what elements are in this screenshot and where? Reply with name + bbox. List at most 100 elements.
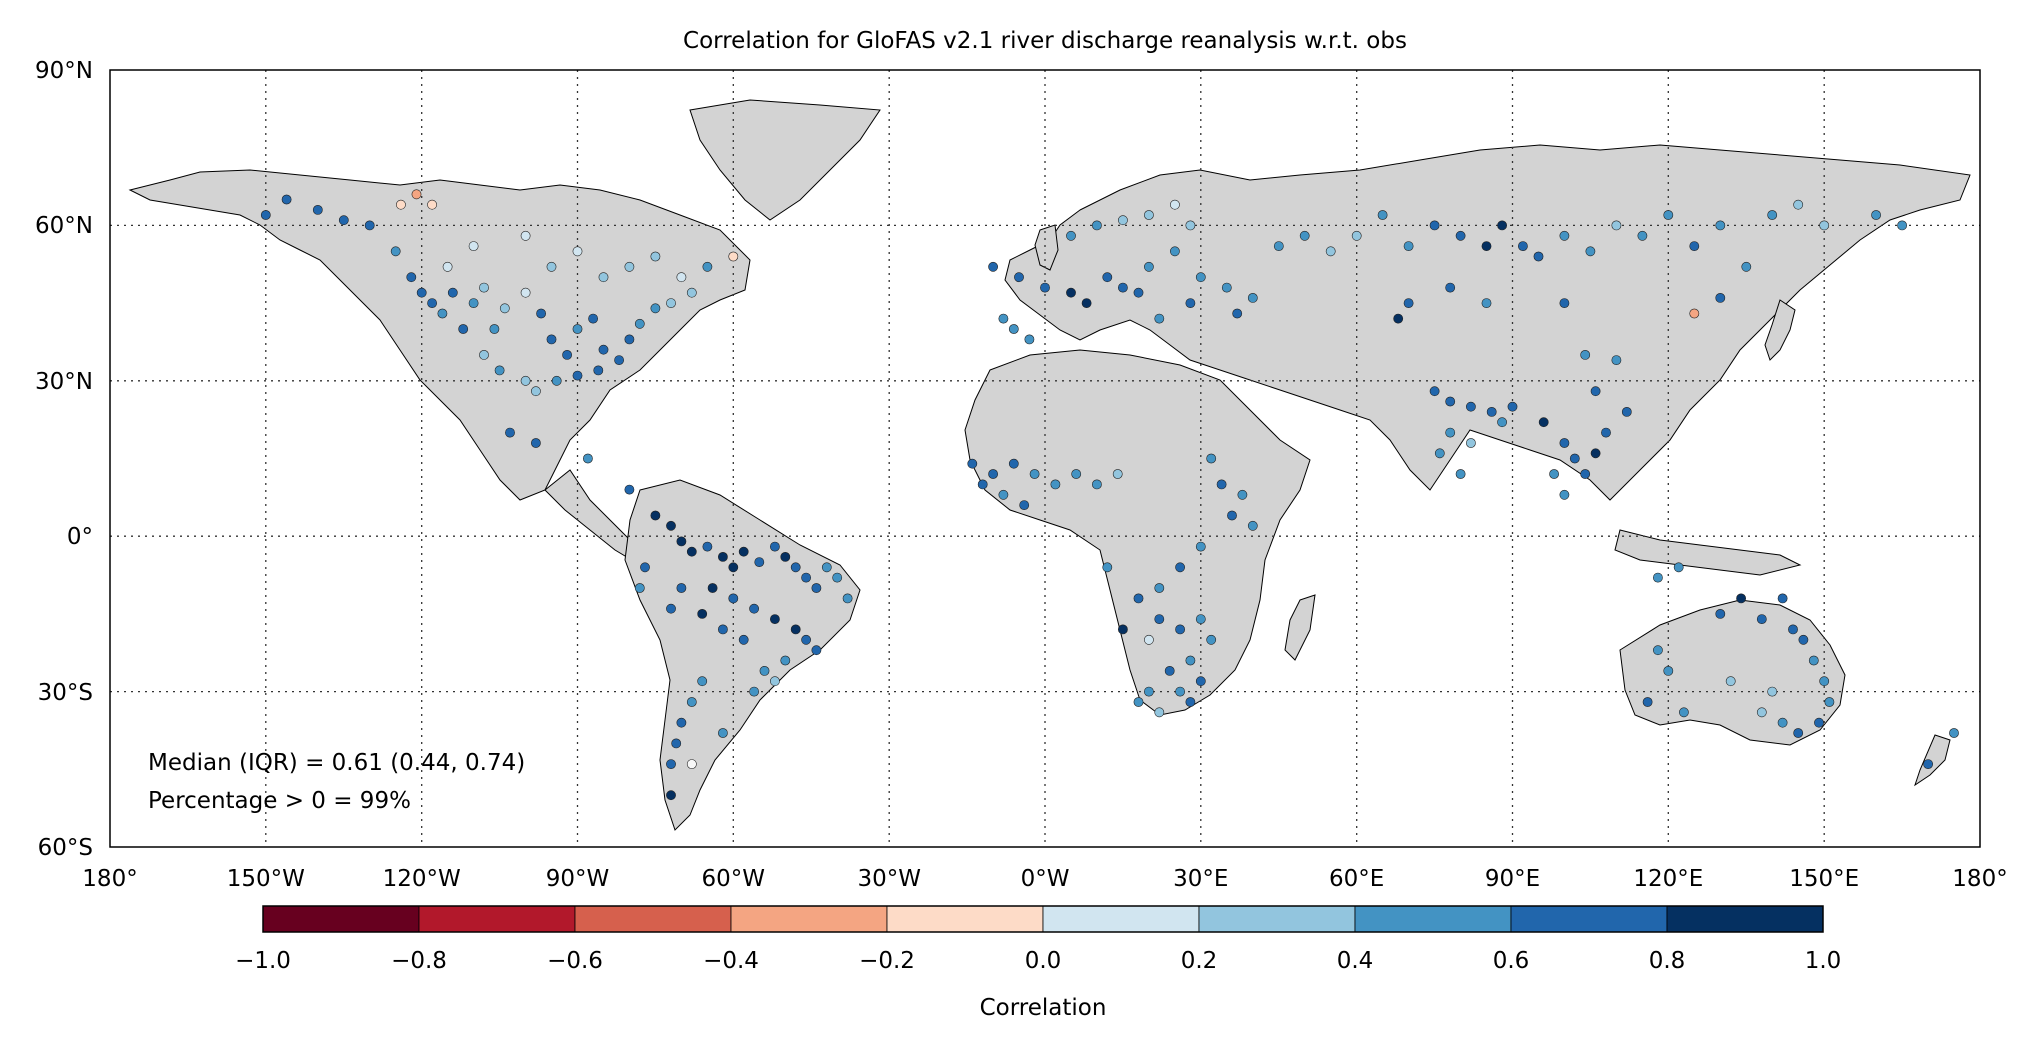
- station-marker: [1008, 458, 1019, 469]
- station-marker: [718, 552, 728, 562]
- station-marker: [1071, 469, 1082, 479]
- station-marker: [1434, 448, 1445, 459]
- station-marker: [1221, 282, 1232, 293]
- station-marker: [499, 303, 510, 314]
- station-marker: [1066, 230, 1076, 241]
- station-marker: [1673, 562, 1684, 573]
- station-marker: [1679, 707, 1689, 718]
- station-marker: [1014, 272, 1024, 283]
- land-australia: [1619, 599, 1846, 746]
- station-marker: [1403, 241, 1414, 251]
- station-marker: [583, 453, 593, 464]
- station-marker: [1445, 396, 1456, 407]
- station-marker: [1154, 583, 1165, 593]
- land-masses: [128, 99, 1971, 831]
- station-marker: [1008, 324, 1019, 334]
- station-marker: [1195, 676, 1206, 687]
- station-marker: [1715, 292, 1726, 303]
- station-marker: [338, 215, 349, 226]
- station-marker: [790, 562, 801, 573]
- station-markers: [260, 189, 1959, 801]
- lon-tick-label: 150°E: [1789, 866, 1859, 892]
- station-marker: [1112, 469, 1123, 479]
- station-marker: [1133, 287, 1144, 298]
- station-marker: [1118, 282, 1128, 293]
- station-marker: [572, 324, 583, 334]
- station-marker: [1824, 697, 1835, 707]
- station-marker: [458, 324, 469, 334]
- lon-tick-label: 90°W: [546, 866, 610, 892]
- station-marker: [1569, 453, 1580, 464]
- station-marker: [624, 334, 635, 345]
- station-marker: [598, 272, 609, 283]
- station-marker: [520, 375, 531, 386]
- station-marker: [1185, 298, 1196, 308]
- station-marker: [468, 241, 479, 251]
- station-marker: [624, 261, 635, 272]
- station-marker: [1777, 717, 1788, 728]
- lon-tick-label: 30°E: [1173, 866, 1228, 892]
- station-marker: [1621, 406, 1632, 417]
- colorbar-swatch: [1354, 905, 1512, 933]
- station-marker: [468, 298, 479, 308]
- land-japan: [1764, 299, 1796, 361]
- station-marker: [1798, 634, 1809, 645]
- station-marker: [1175, 624, 1185, 635]
- land-indonesia: [1614, 529, 1802, 576]
- station-marker: [1949, 728, 1959, 738]
- longitude-tick-labels: 180° 150°W 120°W 90°W 60°W 30°W 0°W 30°E…: [82, 866, 2007, 892]
- station-marker: [1793, 199, 1804, 210]
- station-marker: [754, 557, 765, 567]
- station-marker: [1653, 645, 1663, 656]
- station-marker: [1590, 448, 1601, 459]
- station-marker: [1590, 386, 1601, 397]
- station-marker: [1689, 308, 1700, 319]
- station-marker: [1216, 479, 1227, 490]
- station-marker: [494, 365, 505, 376]
- station-marker: [1185, 220, 1196, 231]
- station-marker: [1170, 246, 1180, 257]
- lat-tick-label: 90°N: [35, 58, 93, 84]
- station-marker: [1445, 282, 1456, 293]
- colorbar-tick-labels: −1.0 −0.8 −0.6 −0.4 −0.2 0.0 0.2 0.4 0.6…: [235, 948, 1841, 974]
- station-marker: [1393, 313, 1404, 324]
- station-marker: [312, 204, 323, 215]
- station-marker: [1793, 728, 1804, 738]
- station-marker: [1118, 215, 1128, 226]
- station-marker: [676, 583, 687, 593]
- station-marker: [1081, 298, 1092, 308]
- land-greenland: [689, 99, 881, 221]
- colorbar-swatch: [1510, 905, 1668, 933]
- station-marker: [1092, 220, 1102, 231]
- station-marker: [260, 210, 271, 220]
- station-marker: [437, 308, 448, 319]
- lon-tick-label: 90°E: [1485, 866, 1540, 892]
- colorbar-tick-label: 1.0: [1805, 948, 1842, 974]
- station-marker: [801, 572, 811, 583]
- station-marker: [666, 759, 676, 769]
- station-marker: [1019, 500, 1030, 510]
- station-marker: [416, 287, 427, 298]
- station-marker: [1024, 334, 1035, 345]
- station-marker: [1637, 230, 1648, 241]
- station-marker: [666, 790, 676, 801]
- station-marker: [1486, 406, 1497, 417]
- station-marker: [676, 536, 687, 547]
- station-marker: [1741, 261, 1752, 272]
- station-marker: [1533, 251, 1544, 262]
- land-eurasia: [1004, 144, 1971, 501]
- station-marker: [427, 199, 437, 210]
- station-marker: [676, 717, 687, 728]
- station-marker: [479, 282, 489, 293]
- station-marker: [1871, 210, 1881, 220]
- station-marker: [489, 324, 500, 334]
- station-marker: [640, 562, 650, 573]
- station-marker: [598, 344, 609, 355]
- station-marker: [1756, 707, 1767, 718]
- station-marker: [562, 349, 572, 360]
- station-marker: [1273, 241, 1284, 251]
- station-marker: [1175, 686, 1185, 697]
- station-marker: [832, 572, 843, 583]
- station-marker: [1642, 697, 1653, 707]
- station-marker: [531, 438, 541, 448]
